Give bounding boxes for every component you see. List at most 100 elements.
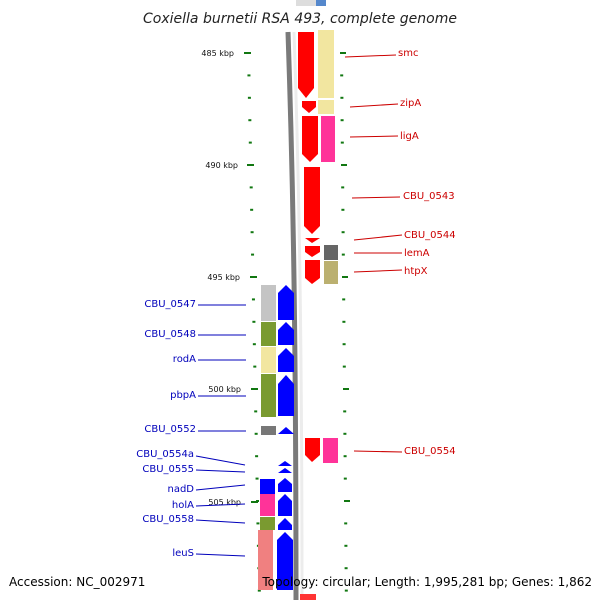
map-title: Coxiella burnetii RSA 493, complete geno… (143, 11, 457, 27)
scale-tick-left (254, 410, 258, 413)
reverse-feature-blocks (258, 285, 276, 590)
reverse-gene-labels (195, 304, 246, 557)
gene-label-htpX: htpX (404, 266, 428, 277)
scale-tick-right (340, 119, 344, 122)
gene-arrow-CBU_0554 (305, 438, 320, 462)
gene-label-CBU_0544: CBU_0544 (404, 230, 456, 241)
genome-stats-text: Topology: circular; Length: 1,995,281 bp… (261, 575, 592, 589)
gene-label-CBU_0558: CBU_0558 (142, 514, 194, 525)
scale-tick-left (250, 208, 254, 211)
gene-label-CBU_0547: CBU_0547 (144, 299, 196, 310)
scale-ticks-right (340, 52, 350, 592)
feature-block-CBU_0554 (323, 438, 338, 463)
feature-block-htpX (324, 261, 338, 284)
map-bottom-cap (300, 594, 316, 600)
scale-tick-left (248, 119, 252, 122)
forward-gene-labels (344, 54, 403, 453)
gene-arrow-rodA (278, 348, 294, 372)
feature-block-lemA (324, 245, 338, 260)
gene-arrow-nadD (278, 478, 292, 492)
gene-arrow-top-blue (316, 0, 326, 6)
accession-text: Accession: NC_002971 (9, 575, 145, 589)
forward-strand-genes (298, 0, 326, 462)
scale-tick-right (341, 208, 345, 211)
scale-tick-left (252, 343, 256, 346)
scale-tick-left (248, 141, 252, 144)
genome-backbone (285, 31, 304, 600)
gene-label-CBU_0554a: CBU_0554a (136, 449, 194, 460)
scale-tick-left (249, 186, 253, 189)
scale-tick-right (344, 544, 348, 547)
feature-block-CBU_0558 (260, 517, 275, 530)
kbp-label-485: 485 kbp (201, 49, 234, 58)
kbp-label-495: 495 kbp (207, 273, 240, 282)
scale-tick-right (344, 522, 348, 525)
scale-tick-left (247, 74, 251, 77)
scale-tick-right (343, 388, 349, 390)
gene-arrow-CBU_0543 (304, 167, 320, 234)
gene-label-CBU_0554: CBU_0554 (404, 446, 456, 457)
feature-block-pbpA (261, 374, 276, 417)
scale-tick-right (340, 141, 344, 144)
feature-block-rodA (261, 347, 276, 373)
scale-tick-right (343, 410, 347, 413)
scale-tick-right (342, 320, 346, 323)
gene-label-holA: holA (172, 500, 194, 511)
gene-arrow-leuS (277, 532, 293, 590)
gene-arrow-CBU_0544 (305, 238, 320, 243)
scale-tick-left (255, 477, 259, 480)
gene-label-smc: smc (398, 48, 418, 59)
feature-block-zipA (318, 100, 334, 114)
scale-tick-left (256, 522, 260, 525)
map-top-cap (296, 0, 316, 6)
scale-tick-left (247, 96, 251, 99)
feature-block-CBU_0548 (261, 322, 276, 346)
gene-arrow-CBU_0554a (278, 461, 292, 466)
gene-arrow-ligA (302, 116, 318, 162)
feature-block-holA (260, 494, 275, 516)
gene-arrow-lemA (305, 246, 320, 257)
kbp-label-505: 505 kbp (208, 498, 241, 507)
gene-arrow-zipA (302, 101, 316, 113)
scale-tick-right (340, 96, 344, 99)
gene-arrow-CBU_0548 (278, 322, 294, 345)
scale-tick-right (343, 432, 347, 435)
gene-arrow-pbpA (278, 375, 294, 416)
kbp-label-500: 500 kbp (208, 385, 241, 394)
scale-tick-right (344, 589, 348, 592)
scale-ticks-left (247, 52, 261, 592)
reverse-strand-genes (277, 285, 294, 590)
gene-label-leuS: leuS (172, 548, 194, 559)
gene-label-rodA: rodA (173, 354, 196, 365)
scale-tick-right (341, 186, 345, 189)
scale-tick-left (253, 365, 257, 368)
scale-tick-left (254, 432, 258, 435)
gene-label-zipA: zipA (400, 98, 421, 109)
scale-tick-left (250, 231, 254, 234)
scale-tick-right (340, 52, 346, 54)
scale-tick-left (251, 253, 255, 256)
scale-tick-right (344, 567, 348, 570)
feature-block-ligA (321, 116, 335, 162)
gene-label-CBU_0552: CBU_0552 (144, 424, 196, 435)
forward-feature-blocks (318, 30, 338, 463)
feature-block-nadD (260, 479, 275, 494)
scale-tick-left (252, 320, 256, 323)
gene-label-CBU_0555: CBU_0555 (142, 464, 194, 475)
scale-tick-left (251, 298, 255, 301)
gene-arrow-CBU_0552 (278, 427, 294, 434)
scale-tick-right (342, 365, 346, 368)
scale-tick-right (342, 276, 348, 278)
gene-label-CBU_0543: CBU_0543 (403, 191, 455, 202)
gene-arrow-CBU_0558 (278, 518, 292, 530)
feature-block-CBU_0547 (261, 285, 276, 321)
gene-arrow-htpX (305, 260, 320, 284)
gene-label-pbpA: pbpA (170, 390, 196, 401)
scale-tick-right (342, 298, 346, 301)
scale-tick-right (342, 343, 346, 346)
gene-label-nadD: nadD (167, 484, 194, 495)
kbp-label-490: 490 kbp (205, 161, 238, 170)
scale-tick-left (257, 589, 261, 592)
scale-tick-right (340, 74, 344, 77)
